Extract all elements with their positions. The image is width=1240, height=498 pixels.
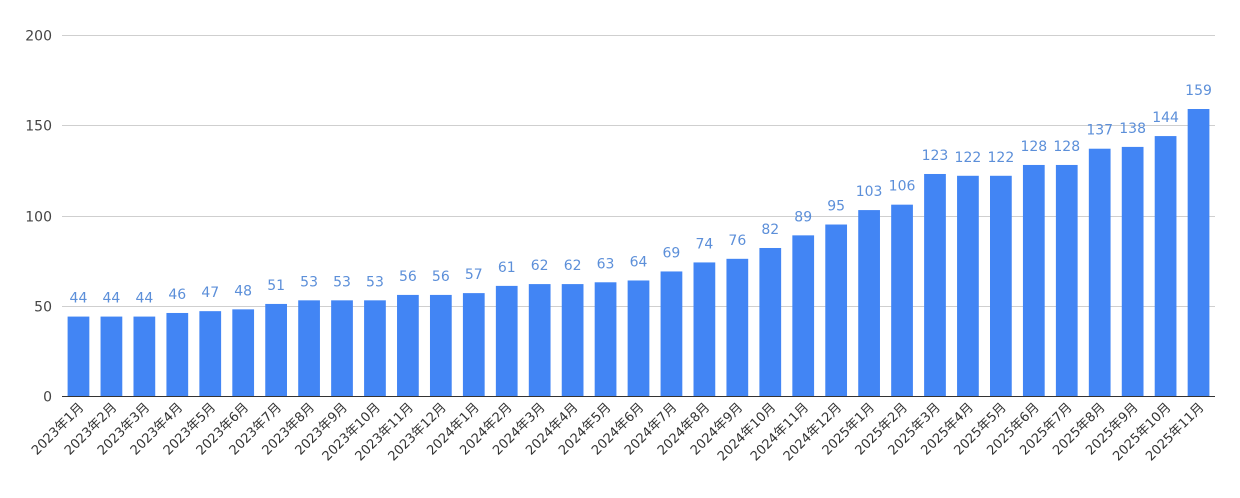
- bar: [397, 294, 419, 396]
- bar: [693, 262, 716, 396]
- data-label: 76: [728, 233, 746, 249]
- bar: [759, 247, 782, 396]
- data-label: 53: [366, 274, 384, 290]
- data-label: 74: [695, 236, 713, 252]
- data-label: 137: [1086, 123, 1113, 139]
- data-label: 56: [432, 269, 450, 285]
- data-label: 44: [135, 291, 153, 307]
- bar: [298, 300, 320, 396]
- data-label-layer: 44 44 44 46 47 48 51 53 53 53 56 56 57 61 62 62 63 64 69 74…: [70, 83, 1212, 307]
- bar: [561, 284, 584, 396]
- data-label: 56: [399, 269, 417, 285]
- data-label: 123: [922, 148, 949, 164]
- data-label: 103: [856, 184, 883, 200]
- bar: [528, 284, 551, 396]
- y-tick-label: 200: [25, 29, 52, 45]
- data-label: 106: [889, 179, 916, 195]
- bar: [462, 293, 485, 396]
- data-label: 61: [498, 260, 516, 276]
- bar: [166, 312, 189, 396]
- data-label: 63: [597, 256, 615, 272]
- data-label: 44: [70, 291, 88, 307]
- bar: [891, 204, 913, 396]
- data-label: 62: [531, 258, 549, 274]
- bar: [265, 303, 287, 396]
- data-label: 47: [201, 285, 219, 301]
- y-tick-label: 100: [25, 210, 52, 226]
- bar: [792, 235, 815, 396]
- bar: [133, 316, 156, 396]
- data-label: 144: [1152, 110, 1179, 126]
- data-label: 44: [103, 291, 121, 307]
- bar: [1187, 109, 1210, 396]
- y-tick-label: 150: [25, 119, 52, 135]
- x-axis: 2023年1月2023年2月2023年3月2023年4月2023年5月2023年…: [29, 400, 1207, 464]
- y-tick-label: 0: [43, 390, 52, 406]
- data-label: 64: [630, 254, 648, 270]
- bar: [858, 210, 880, 396]
- data-label: 159: [1185, 83, 1212, 99]
- bar: [1022, 164, 1045, 396]
- bar: [1154, 136, 1177, 396]
- bar: [1121, 146, 1144, 396]
- data-label: 82: [761, 222, 779, 238]
- data-label: 62: [564, 258, 582, 274]
- bar: [495, 285, 518, 396]
- data-label: 46: [168, 287, 186, 303]
- bar: [924, 173, 946, 396]
- data-label: 57: [465, 267, 483, 283]
- data-label: 48: [234, 283, 252, 299]
- y-tick-label: 50: [34, 300, 52, 316]
- data-label: 138: [1119, 121, 1146, 137]
- data-label: 53: [333, 274, 351, 290]
- bar: [1088, 148, 1111, 396]
- bar: [232, 309, 255, 396]
- bar: [67, 316, 90, 396]
- bar: [364, 300, 386, 396]
- y-axis: 0 50 100 150 200: [25, 29, 52, 406]
- data-label: 51: [267, 278, 285, 294]
- bar: [990, 175, 1012, 396]
- bar: [199, 311, 222, 396]
- data-label: 53: [300, 274, 318, 290]
- bar: [594, 282, 617, 396]
- data-label: 95: [827, 199, 845, 215]
- bar: [726, 258, 749, 396]
- bar: [957, 175, 979, 396]
- data-label: 122: [955, 150, 982, 166]
- bar: [660, 271, 683, 396]
- bar: [100, 316, 123, 396]
- bar: [1055, 164, 1078, 396]
- data-label: 128: [1020, 139, 1047, 155]
- bar: [627, 280, 650, 396]
- data-label: 69: [663, 245, 681, 261]
- bar: [429, 294, 452, 396]
- bar: [331, 300, 353, 396]
- data-label: 89: [794, 209, 812, 225]
- bar: [825, 224, 848, 396]
- bar-layer: [67, 109, 1210, 396]
- data-label: 122: [988, 150, 1015, 166]
- data-label: 128: [1053, 139, 1080, 155]
